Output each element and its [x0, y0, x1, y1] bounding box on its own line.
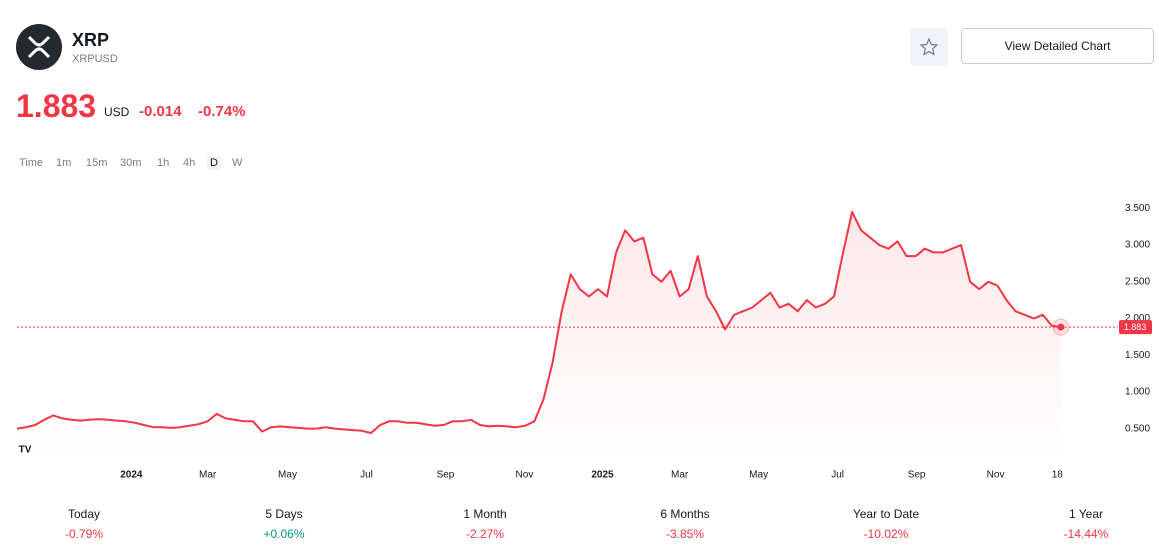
timeframe[interactable]: Time	[19, 157, 44, 169]
x-tick-label: Nov	[516, 470, 534, 481]
x-tick-label: Mar	[671, 470, 689, 481]
change-percent: -0.74%	[198, 103, 246, 120]
stat-value: -3.85%	[665, 527, 705, 541]
xrp-icon	[27, 35, 51, 59]
change: -0.014	[139, 103, 182, 120]
x-tick-label: Nov	[987, 470, 1005, 481]
timeframe[interactable]: W	[232, 157, 243, 169]
favorite-button[interactable]	[910, 28, 948, 66]
y-tick-label: 1.500	[1125, 350, 1150, 361]
x-tick-label: May	[278, 470, 297, 481]
stat[interactable]: 6 Months -3.85%	[615, 507, 755, 541]
price: 1.883	[16, 88, 97, 124]
x-tick-label: 2025	[591, 470, 614, 481]
stat-value: -2.27%	[465, 527, 505, 541]
x-tick-label: Sep	[908, 470, 926, 481]
x-tick-label: Jul	[360, 470, 373, 481]
stat-label: Year to Date	[852, 507, 920, 521]
currency: USD	[104, 105, 130, 119]
x-tick-label: 2024	[120, 470, 143, 481]
stat-value: +0.06%	[263, 527, 305, 541]
timeframe[interactable]: D	[207, 156, 221, 170]
price-tag-label: 1.883	[1124, 322, 1147, 332]
y-tick-label: 1.000	[1125, 387, 1150, 398]
stat-label: 1 Year	[1068, 507, 1104, 521]
x-tick-label: 18	[1052, 470, 1064, 481]
ticker: XRPUSD	[72, 53, 118, 65]
timeframe[interactable]: 1m	[56, 157, 72, 169]
detailed-chart-button[interactable]: View Detailed Chart	[961, 28, 1154, 64]
stat-value: -10.02%	[863, 527, 909, 541]
timeframe[interactable]: 30m	[120, 157, 142, 169]
stat[interactable]: Today -0.79%	[14, 507, 154, 541]
stat[interactable]: 1 Year -14.44%	[1016, 507, 1156, 541]
timeframe[interactable]: 15m	[86, 157, 108, 169]
area	[17, 212, 1061, 458]
stat[interactable]: Year to Date -10.02%	[816, 507, 956, 541]
y-tick-label: 3.500	[1125, 203, 1150, 214]
star-icon	[919, 37, 939, 56]
x-tick-label: Jul	[831, 470, 844, 481]
stat-value: -14.44%	[1063, 527, 1109, 541]
timeframe[interactable]: 1h	[157, 157, 170, 169]
xrp-logo	[16, 24, 62, 70]
stat[interactable]: 1 Month -2.27%	[415, 507, 555, 541]
stat-label: 5 Days	[265, 507, 303, 521]
stat[interactable]: 5 Days +0.06%	[214, 507, 354, 541]
x-tick-label: Mar	[199, 470, 217, 481]
stat-label: 1 Month	[463, 507, 507, 521]
y-tick-label: 0.500	[1125, 423, 1150, 434]
current-dot	[1057, 323, 1065, 331]
stat-label: 6 Months	[660, 507, 710, 521]
x-tick-label: Sep	[437, 470, 455, 481]
stat-value: -0.79%	[64, 527, 104, 541]
symbol: XRP	[72, 30, 110, 50]
x-tick-label: May	[749, 470, 768, 481]
y-tick-label: 2.000	[1125, 313, 1150, 324]
price-tag	[1119, 320, 1152, 335]
timeframe[interactable]: 4h	[183, 157, 196, 169]
stat-label: Today	[67, 507, 101, 521]
y-tick-label: 3.000	[1125, 240, 1150, 251]
price-line	[16, 211, 1062, 434]
y-tick-label: 2.500	[1125, 276, 1150, 287]
